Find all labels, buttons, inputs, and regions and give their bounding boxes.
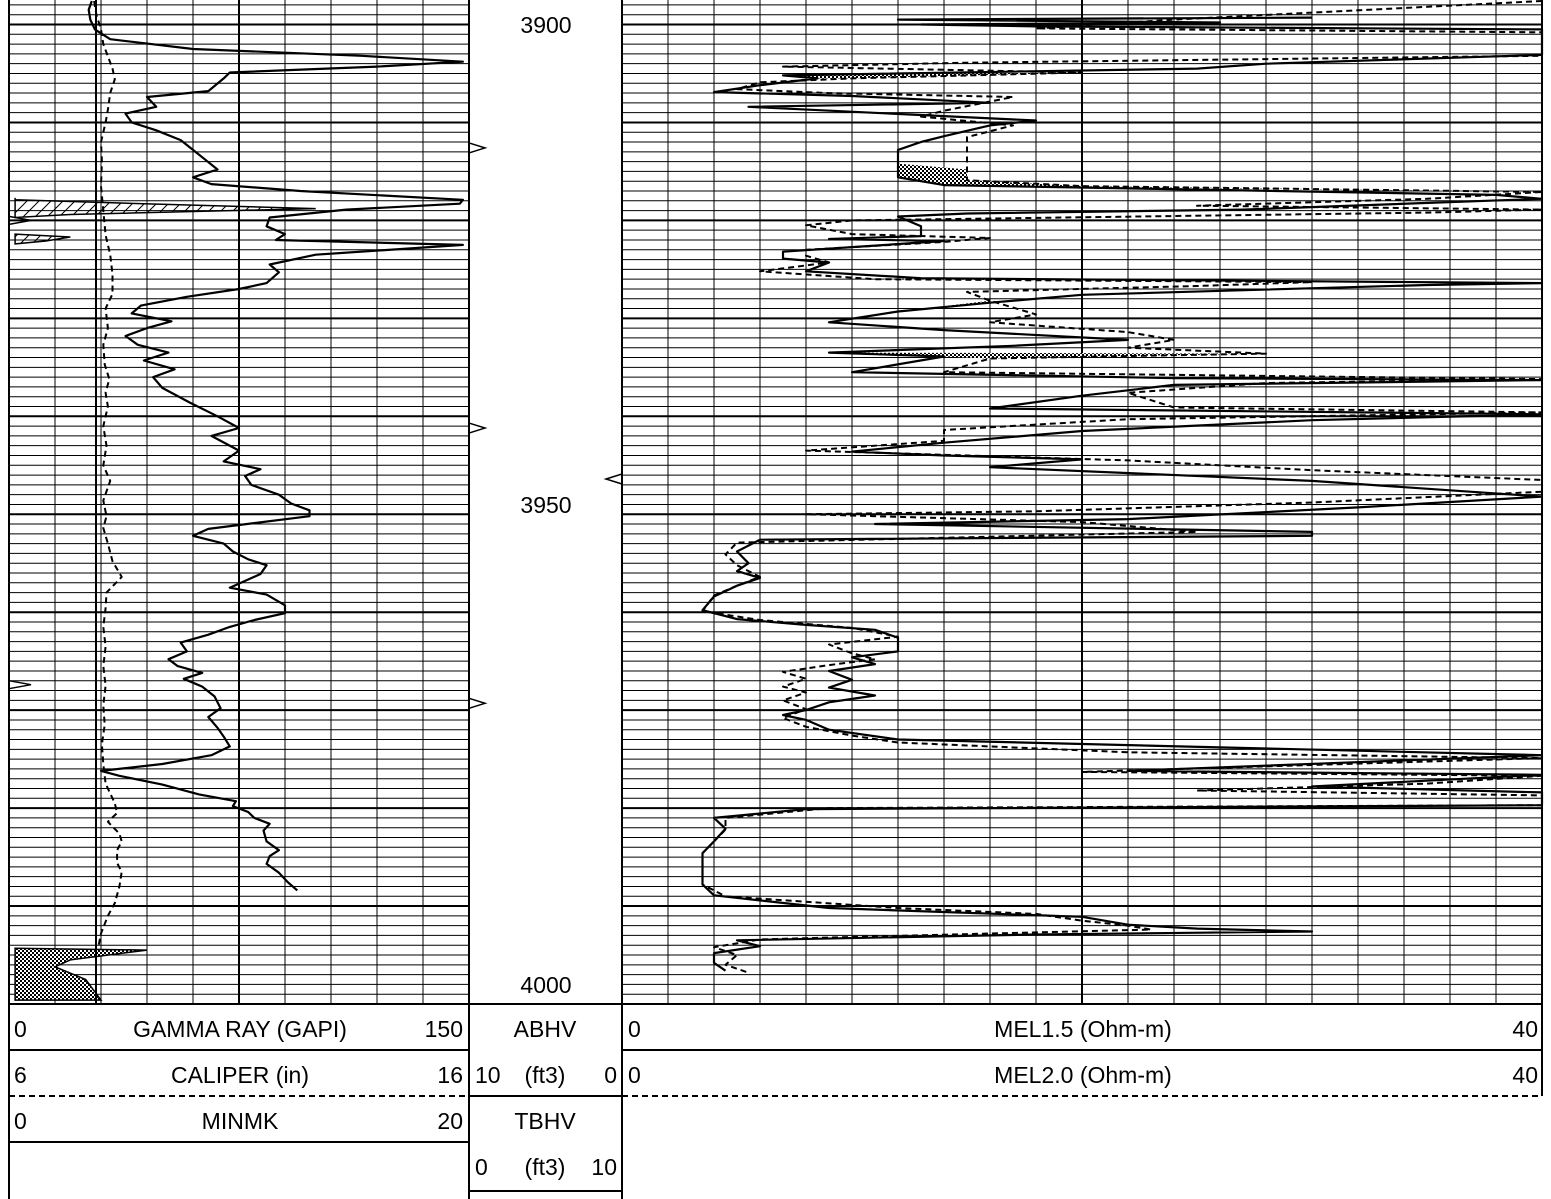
depth-marker-2 [468,142,488,154]
caliper-curve-name: CALIPER (in) [170,1062,310,1088]
tbhv-curve-name: TBHV [514,1108,576,1134]
mel15-curve-name: MEL1.5 (Ohm-m) [994,1016,1172,1042]
minmk-scale-min: 0 [14,1108,27,1134]
log-curves [87,0,1544,1004]
abhv-scale-right: 0 [604,1062,617,1088]
tbhv-scale-left: 0 [475,1154,488,1180]
left-fill-hatch-1 [14,233,71,245]
mel15-scale-min: 0 [628,1016,641,1042]
caliper-scale-min: 6 [14,1062,27,1088]
abhv-curve-name: ABHV [513,1016,577,1042]
tbhv-scale-right: 10 [591,1154,617,1180]
gamma-ray-scale-max: 150 [424,1016,463,1042]
right-track-fills [783,72,1542,359]
mel20-scale-max: 40 [1512,1062,1538,1088]
depth-marker-1 [8,679,32,690]
abhv-unit: (ft3) [524,1062,566,1088]
mel-separation-fill-4 [829,352,1266,359]
caliper-scale-max: 16 [437,1062,463,1088]
depth-label-3950: 3950 [520,492,572,518]
depth-label-4000: 4000 [520,972,572,998]
minmk-scale-max: 20 [437,1108,463,1134]
mel20-scale-min: 0 [628,1062,641,1088]
gamma-ray-curve-name: GAMMA RAY (GAPI) [133,1016,347,1042]
right-track-grid [622,0,1542,1005]
left-track-gamma-scale-area [0,0,1,1]
depth-marker-4 [468,697,488,710]
tbhv-unit: (ft3) [524,1154,566,1180]
mel20-curve-name: MEL2.0 (Ohm-m) [994,1062,1172,1088]
minmk-curve-name: MINMK [201,1108,279,1134]
curve-caliper [93,0,123,946]
track-frames [8,0,1543,1199]
gamma-ray-scale-min: 0 [14,1016,27,1042]
left-track-grid [9,0,469,1005]
mel15-scale-max: 40 [1512,1016,1538,1042]
depth-label-3900: 3900 [520,12,572,38]
depth-marker-3 [468,422,488,434]
curve-mel1-5 [701,16,1544,972]
depth-markers [8,142,623,710]
depth-marker-0 [8,215,32,226]
curve-gamma [87,0,464,892]
abhv-scale-left: 10 [475,1062,501,1088]
depth-marker-5 [603,473,623,485]
curve-mel2-0 [701,0,1543,974]
left-fill-checker-2 [14,947,148,1001]
